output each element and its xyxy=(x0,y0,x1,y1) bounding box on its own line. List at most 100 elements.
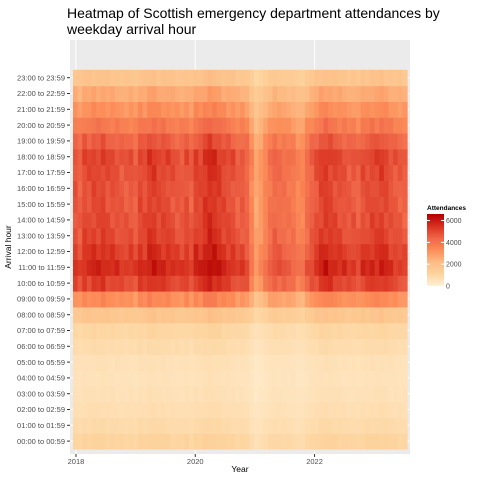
heatmap-cell xyxy=(91,85,97,102)
heatmap-cell xyxy=(128,401,134,418)
heatmap-cell xyxy=(142,227,148,245)
heatmap-cell xyxy=(72,322,79,339)
heatmap-cell xyxy=(365,433,371,450)
heatmap-cell xyxy=(263,275,269,292)
heatmap-cell xyxy=(374,433,380,450)
heatmap-cell xyxy=(179,164,185,181)
y-tick-label: 03:00 to 03:59 xyxy=(17,389,65,398)
heatmap-cell xyxy=(332,306,339,324)
heatmap-cell xyxy=(374,101,380,118)
heatmap-cell xyxy=(351,164,357,181)
heatmap-cell xyxy=(114,227,120,245)
heatmap-cell xyxy=(267,133,274,150)
heatmap-cell xyxy=(137,401,144,418)
heatmap-cell xyxy=(402,306,408,324)
y-tick-label: 08:00 to 08:59 xyxy=(17,310,65,319)
heatmap-cell xyxy=(133,85,139,102)
heatmap-cell xyxy=(244,259,250,276)
heatmap-cell xyxy=(161,338,167,355)
heatmap-cell xyxy=(323,322,329,339)
heatmap-cell xyxy=(291,212,297,229)
heatmap-cell xyxy=(86,433,93,450)
heatmap-cell xyxy=(346,385,352,403)
heatmap-cell xyxy=(240,275,246,292)
heatmap-cell xyxy=(286,433,292,450)
heatmap-cell xyxy=(323,212,329,229)
heatmap-cell xyxy=(309,148,315,166)
heatmap-cell xyxy=(221,385,227,403)
heatmap-cell xyxy=(202,385,209,403)
heatmap-cell xyxy=(235,354,241,371)
heatmap-cell xyxy=(355,69,362,87)
heatmap-cell xyxy=(295,370,301,387)
heatmap-cell xyxy=(156,164,162,181)
heatmap-cell xyxy=(346,275,352,292)
heatmap-cell xyxy=(179,180,185,197)
heatmap-cell xyxy=(240,338,246,355)
heatmap-cell xyxy=(207,338,213,355)
heatmap-cell xyxy=(286,212,292,229)
heatmap-cell xyxy=(105,275,111,292)
heatmap-cell xyxy=(119,322,125,339)
heatmap-cell xyxy=(355,433,362,450)
heatmap-cell xyxy=(147,322,153,339)
heatmap-cell xyxy=(77,164,83,181)
heatmap-cell xyxy=(402,180,408,197)
heatmap-cell xyxy=(286,117,292,134)
heatmap-cell xyxy=(179,401,185,418)
heatmap-cell xyxy=(304,196,311,213)
heatmap-cell xyxy=(91,322,97,339)
y-tick-label: 02:00 to 02:59 xyxy=(17,405,65,414)
heatmap-cell xyxy=(309,164,315,181)
heatmap-cell xyxy=(379,85,385,102)
heatmap-cell xyxy=(128,180,134,197)
heatmap-cell xyxy=(147,133,153,150)
heatmap-cell xyxy=(263,148,269,166)
heatmap-cell xyxy=(267,306,274,324)
heatmap-cell xyxy=(249,164,255,181)
heatmap-cell xyxy=(124,133,130,150)
x-tick-label: 2018 xyxy=(68,457,85,466)
heatmap-cell xyxy=(267,417,274,434)
heatmap-cell xyxy=(226,148,232,166)
heatmap-cell xyxy=(244,338,250,355)
heatmap-cell xyxy=(393,306,399,324)
heatmap-cell xyxy=(360,291,366,308)
heatmap-cell xyxy=(383,275,390,292)
heatmap-cell xyxy=(72,69,79,87)
heatmap-cell xyxy=(267,338,274,355)
heatmap-cell xyxy=(221,133,227,150)
heatmap-cell xyxy=(300,212,306,229)
heatmap-cell xyxy=(198,117,204,134)
heatmap-cell xyxy=(156,212,162,229)
heatmap-cell xyxy=(388,338,394,355)
heatmap-cell xyxy=(295,417,301,434)
heatmap-cell xyxy=(286,196,292,213)
heatmap-cell xyxy=(379,243,385,260)
heatmap-cell xyxy=(91,227,97,245)
heatmap-cell xyxy=(114,275,120,292)
heatmap-cell xyxy=(226,354,232,371)
heatmap-cell xyxy=(318,291,325,308)
heatmap-cell xyxy=(198,275,204,292)
heatmap-cell xyxy=(388,243,394,260)
heatmap-cell xyxy=(72,148,79,166)
heatmap-cell xyxy=(110,433,116,450)
heatmap-cell xyxy=(193,259,199,276)
heatmap-cell xyxy=(277,212,283,229)
heatmap-cell xyxy=(100,275,107,292)
heatmap-cell xyxy=(300,275,306,292)
heatmap-cell xyxy=(221,164,227,181)
heatmap-cell xyxy=(147,370,153,387)
heatmap-cell xyxy=(374,370,380,387)
heatmap-cell xyxy=(393,164,399,181)
heatmap-cell xyxy=(286,401,292,418)
heatmap-cell xyxy=(332,85,339,102)
heatmap-cell xyxy=(314,69,320,87)
heatmap-cell xyxy=(188,385,195,403)
heatmap-cell xyxy=(337,338,343,355)
heatmap-cell xyxy=(170,401,176,418)
heatmap-cell xyxy=(124,101,130,118)
heatmap-cell xyxy=(212,101,218,118)
heatmap-cell xyxy=(291,385,297,403)
